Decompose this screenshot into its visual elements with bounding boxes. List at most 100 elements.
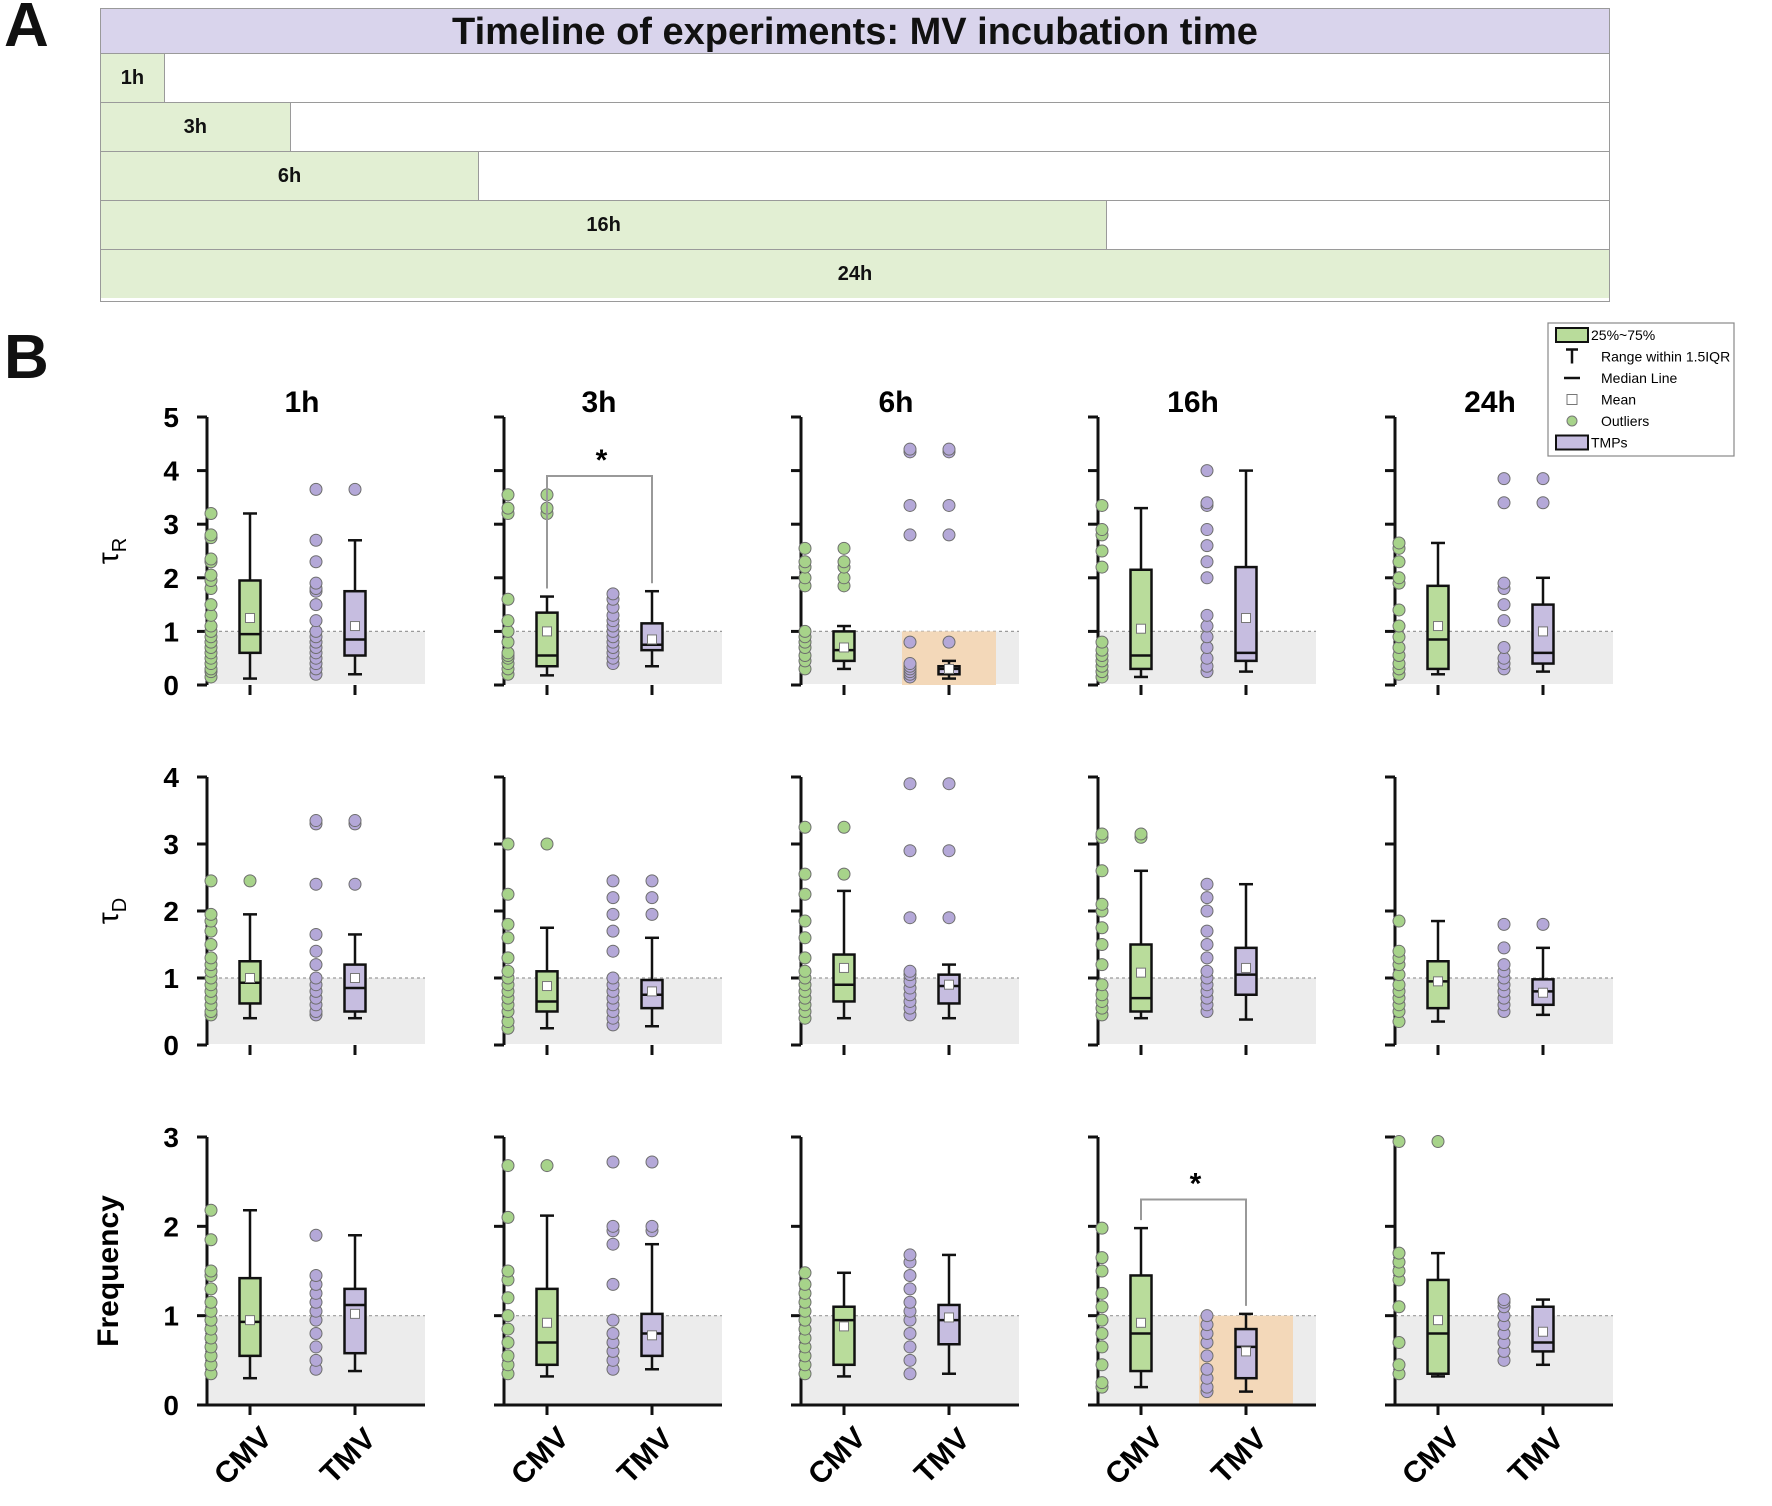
tmv-point: [903, 1340, 917, 1354]
cmv-point: [204, 552, 218, 566]
tmv-point: [1200, 571, 1214, 585]
tmv-point: [1497, 1293, 1511, 1307]
tmv-point: [1200, 619, 1214, 633]
legend-swatch-outlier: [1566, 415, 1578, 427]
legend-entry-label: Outliers: [1601, 413, 1649, 429]
cmv-outlier: [837, 820, 851, 834]
tmv-mean: [944, 663, 954, 674]
tmv-point: [606, 944, 620, 958]
tmv-point: [606, 1219, 620, 1233]
column-title-3h: 3h: [581, 386, 616, 419]
y-tick-label: 0: [163, 1390, 179, 1421]
tmv-mean: [350, 973, 360, 983]
cmv-outlier: [243, 874, 257, 888]
x-category-label: TMV: [314, 1422, 382, 1490]
cmv-point: [501, 917, 515, 931]
panel-24h-row-1: [1385, 775, 1613, 1055]
tmv-point: [1200, 1362, 1214, 1376]
x-category-label: CMV: [802, 1421, 872, 1491]
tmv-point: [309, 958, 323, 972]
cmv-point: [1095, 1264, 1109, 1278]
timeline-bar-label: 6h: [277, 164, 302, 187]
cmv-point: [204, 1282, 218, 1296]
cmv-mean: [245, 1315, 255, 1326]
tmv-point: [1200, 924, 1214, 938]
cmv-point: [501, 592, 515, 606]
panel-24h-row-2: CMV TMV: [1385, 1134, 1613, 1492]
cmv-point: [798, 1266, 812, 1280]
cmv-box: [832, 1305, 856, 1367]
y-tick-label: 2: [163, 1211, 179, 1242]
timeline-row: 16h: [101, 201, 1609, 250]
cmv-point: [1095, 897, 1109, 911]
cmv-point: [1392, 914, 1406, 928]
cmv-mean: [839, 1321, 849, 1332]
cmv-point: [501, 1291, 515, 1305]
timeline-bar-label: 1h: [120, 66, 145, 89]
cmv-point: [1392, 603, 1406, 617]
legend-box: [1547, 322, 1735, 457]
tmv-mean: [1241, 613, 1251, 623]
cmv-box: [1129, 943, 1153, 1013]
cmv-point: [1392, 1300, 1406, 1314]
column-title-6h: 6h: [878, 386, 913, 419]
tmv-point: [309, 1327, 323, 1341]
cmv-point: [1095, 1286, 1109, 1300]
cmv-mean: [245, 613, 255, 623]
panel-1h-row-2: 0 1 2 3 CMV TMV: [163, 1122, 425, 1492]
tmv-point: [1200, 1349, 1214, 1363]
tmv-point: [903, 1353, 917, 1367]
tmv-mean: [944, 979, 954, 990]
cmv-mean: [1433, 1315, 1443, 1326]
tmv-mean: [647, 634, 657, 645]
cmv-point: [1392, 1358, 1406, 1372]
tmv-point: [903, 844, 917, 858]
timeline-bar-6h: 6h: [101, 152, 479, 200]
cmv-point: [1095, 864, 1109, 878]
tmv-point: [1497, 917, 1511, 931]
y-tick-label: 1: [163, 963, 179, 994]
tmv-point: [606, 587, 620, 601]
cmv-mean: [839, 642, 849, 653]
tmv-point: [903, 1248, 917, 1262]
cmv-point: [204, 1264, 218, 1278]
y-tick-label: 1: [163, 1301, 179, 1332]
cmv-outlier: [837, 571, 851, 585]
tmv-mean: [350, 621, 360, 632]
tmv-point: [309, 927, 323, 941]
panel-3h-row-1: [494, 775, 722, 1055]
cmv-point: [1095, 560, 1109, 574]
panel-1h-row-0: 0 1 2 3 4 5: [163, 402, 425, 701]
tmv-point: [1497, 598, 1511, 612]
tmv-point: [903, 1295, 917, 1309]
row-2-ylabel: Frequency: [92, 1195, 125, 1347]
cmv-point: [501, 501, 515, 515]
cmv-point: [1095, 1300, 1109, 1314]
tmv-outlier: [942, 442, 956, 456]
panel-6h-row-2: CMV TMV: [791, 1135, 1019, 1492]
cmv-point: [501, 1210, 515, 1224]
tmv-point: [309, 624, 323, 638]
timeline-chart: Timeline of experiments: MV incubation t…: [100, 8, 1610, 302]
tmv-point: [1200, 877, 1214, 891]
tmv-point: [1200, 539, 1214, 553]
tmv-point: [1497, 941, 1511, 955]
cmv-point: [204, 874, 218, 888]
cmv-point: [1392, 1134, 1406, 1148]
tmv-mean: [1538, 1326, 1548, 1337]
tmv-point: [1200, 964, 1214, 978]
tmv-point: [1200, 651, 1214, 665]
tmv-point: [309, 598, 323, 612]
tmv-outlier: [645, 1219, 659, 1233]
tmv-outlier: [942, 844, 956, 858]
y-tick-label: 3: [163, 509, 179, 540]
cmv-point: [204, 608, 218, 622]
cmv-mean: [245, 973, 255, 983]
tmv-point: [903, 777, 917, 791]
timeline-row: 6h: [101, 152, 1609, 201]
cmv-outlier: [1431, 1134, 1445, 1148]
tmv-point: [606, 907, 620, 921]
cmv-point: [204, 907, 218, 921]
cmv-box: [535, 611, 559, 668]
tmv-point: [309, 555, 323, 569]
